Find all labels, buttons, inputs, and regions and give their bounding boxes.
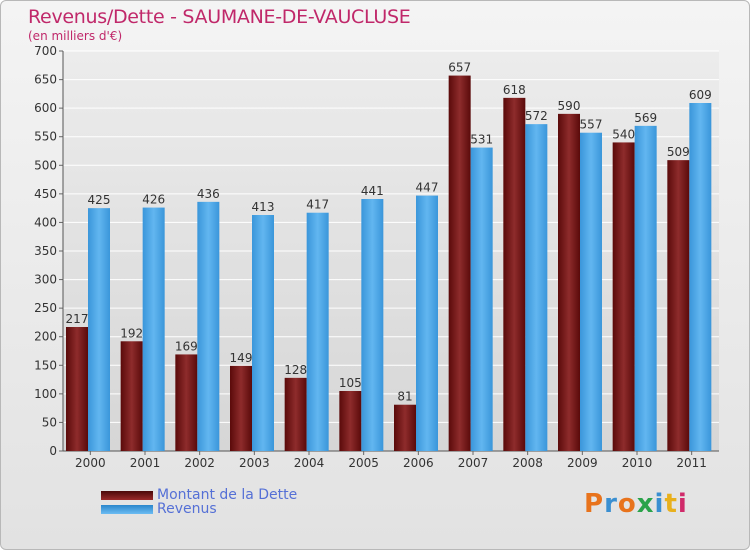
data-label: 217 — [66, 312, 89, 326]
bar-revenus — [470, 147, 493, 452]
y-tick-label: 400 — [34, 215, 57, 229]
bar-dette — [394, 404, 416, 451]
data-label: 531 — [470, 133, 493, 147]
legend-label-revenus: Revenus — [157, 501, 217, 517]
legend-label-dette: Montant de la Dette — [157, 487, 298, 503]
legend-item-dette: Montant de la Dette — [101, 487, 297, 503]
bar-dette — [667, 160, 690, 451]
bar-dette — [448, 75, 471, 452]
logo-letter: P — [584, 489, 605, 519]
y-tick-label: 550 — [34, 130, 57, 144]
chart-title: Revenus/Dette - SAUMANE-DE-VAUCLUSE — [28, 6, 411, 28]
data-label: 569 — [634, 111, 657, 125]
data-label: 618 — [503, 83, 526, 97]
data-label: 192 — [120, 326, 143, 340]
data-label: 441 — [361, 184, 384, 198]
logo-letter: t — [664, 489, 678, 519]
bar-revenus — [142, 207, 165, 451]
x-tick-label: 2000 — [75, 456, 106, 470]
data-label: 417 — [306, 198, 329, 212]
data-label: 436 — [197, 187, 220, 201]
bar-dette — [175, 354, 198, 451]
data-label: 81 — [397, 390, 412, 404]
y-tick-label: 200 — [34, 330, 57, 344]
bar-revenus — [88, 208, 110, 451]
bar-dette — [503, 97, 526, 451]
y-tick-label: 450 — [34, 187, 57, 201]
data-label: 413 — [252, 200, 275, 214]
chart-subtitle: (en milliers d'€) — [28, 29, 123, 43]
x-tick-label: 2009 — [567, 456, 598, 470]
logo-letter: r — [604, 489, 618, 519]
y-tick-label: 300 — [34, 273, 57, 287]
data-label: 657 — [448, 61, 471, 75]
x-tick-label: 2001 — [130, 456, 161, 470]
x-tick-label: 2010 — [622, 456, 653, 470]
bar-dette — [284, 377, 307, 451]
proxiti-logo: Proxiti — [584, 489, 688, 519]
data-label: 609 — [689, 88, 712, 102]
bar-revenus — [197, 201, 220, 451]
bar-revenus — [580, 132, 602, 451]
logo-letter: x — [636, 489, 655, 519]
data-label: 572 — [525, 109, 548, 123]
x-tick-label: 2002 — [184, 456, 215, 470]
x-tick-label: 2003 — [239, 456, 270, 470]
data-label: 149 — [230, 351, 253, 365]
y-tick-label: 50 — [42, 415, 57, 429]
y-tick-label: 0 — [49, 444, 57, 458]
legend-swatch-dette — [101, 490, 153, 500]
data-label: 557 — [580, 118, 603, 132]
x-tick-label: 2011 — [676, 456, 707, 470]
legend-item-revenus: Revenus — [101, 501, 217, 517]
y-tick-label: 500 — [34, 158, 57, 172]
bar-revenus — [361, 199, 384, 451]
bar-revenus — [306, 212, 329, 451]
data-label: 105 — [339, 376, 362, 390]
data-label: 590 — [558, 99, 581, 113]
bar-dette — [339, 391, 362, 451]
data-label: 540 — [612, 127, 635, 141]
y-tick-label: 100 — [34, 387, 57, 401]
x-tick-label: 2004 — [294, 456, 325, 470]
bar-dette — [66, 327, 88, 451]
y-tick-label: 150 — [34, 358, 57, 372]
y-tick-label: 650 — [34, 73, 57, 87]
y-tick-label: 250 — [34, 301, 57, 315]
data-label: 169 — [175, 339, 198, 353]
legend-swatch-revenus — [101, 504, 153, 514]
data-label: 447 — [416, 181, 439, 195]
data-label: 425 — [88, 193, 111, 207]
x-tick-label: 2007 — [458, 456, 489, 470]
bar-revenus — [634, 125, 657, 451]
bar-dette — [612, 142, 635, 451]
data-label: 509 — [667, 145, 690, 159]
bar-dette — [120, 341, 143, 451]
logo-letter: i — [654, 489, 665, 519]
bar-dette — [230, 365, 252, 451]
data-label: 128 — [284, 363, 307, 377]
x-tick-label: 2006 — [403, 456, 434, 470]
x-tick-label: 2008 — [512, 456, 543, 470]
bar-revenus — [689, 103, 712, 451]
logo-letter: i — [677, 489, 688, 519]
x-tick-label: 2005 — [348, 456, 379, 470]
y-tick-label: 350 — [34, 244, 57, 258]
data-label: 426 — [142, 193, 165, 207]
bar-revenus — [416, 195, 438, 451]
y-tick-label: 600 — [34, 101, 57, 115]
bar-revenus — [252, 215, 274, 451]
logo-letter: o — [617, 489, 637, 519]
bar-revenus — [525, 124, 548, 452]
y-tick-label: 700 — [34, 44, 57, 58]
bar-dette — [558, 113, 580, 451]
